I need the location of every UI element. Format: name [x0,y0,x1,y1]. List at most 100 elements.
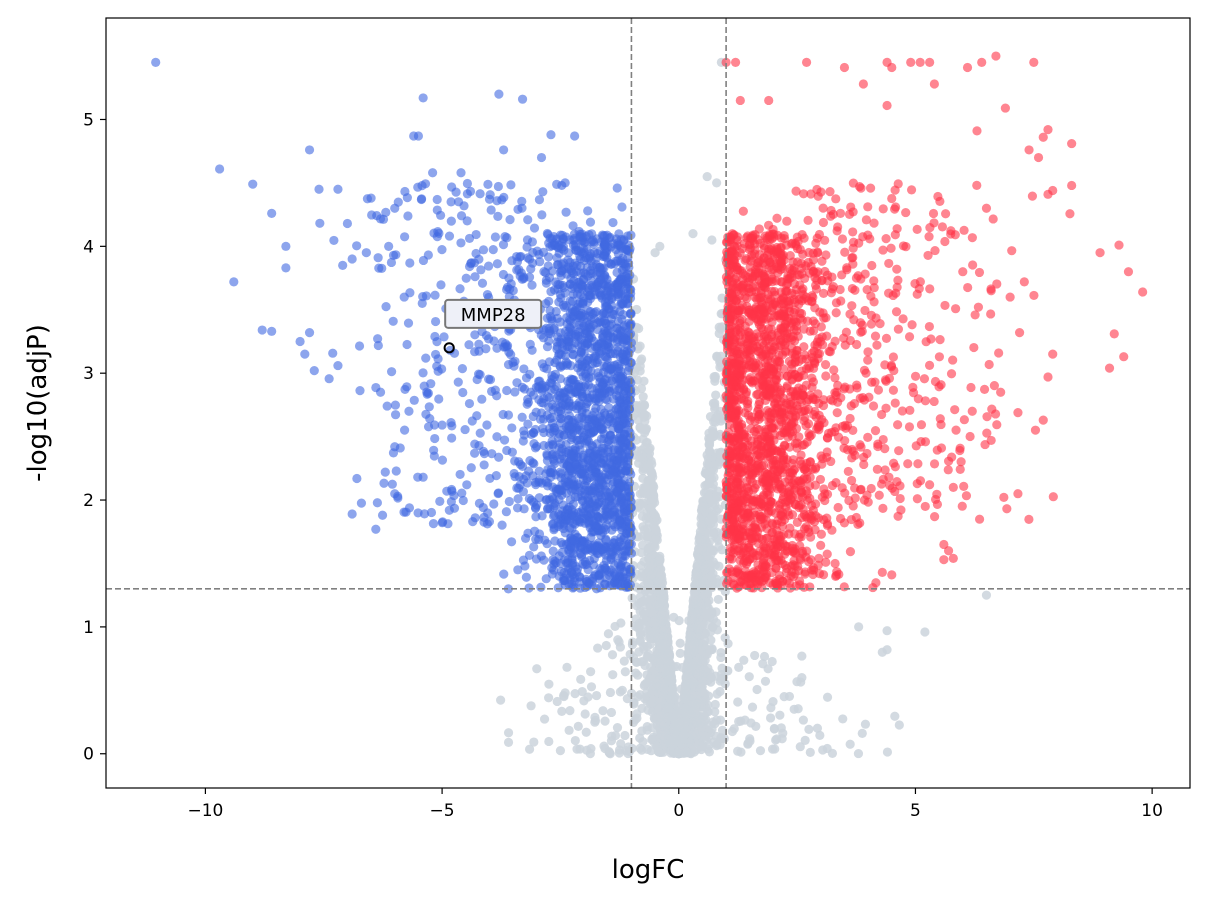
point-ns [710,699,720,710]
point-ns [713,594,723,605]
point-down [604,364,614,374]
point-down [612,580,622,590]
point-down [565,495,576,505]
point-down [494,89,504,99]
point-ns [767,656,777,667]
point-down [458,495,468,506]
point-down [386,367,397,377]
point-down [388,250,399,260]
point-down [574,379,584,390]
point-down [354,341,365,351]
point-down [475,428,485,438]
point-down [623,276,633,286]
point-ns [572,744,582,754]
point-ns [552,696,562,707]
point-down [485,473,495,484]
point-down [423,388,434,398]
point-down [371,524,381,534]
point-down [477,278,488,288]
point-down [417,298,427,308]
point-down [574,226,584,237]
point-down [494,452,504,462]
point-ns [532,664,542,674]
point-down [510,387,520,397]
point-ns [647,734,657,745]
point-down [423,422,434,432]
point-ns [766,703,776,713]
point-down [547,399,557,410]
point-down [534,534,544,545]
point-down [455,284,465,294]
point-down [492,432,502,442]
point-ns [647,486,658,496]
point-ns [894,720,904,730]
point-ns [769,724,780,734]
point-down [470,513,480,523]
point-down [554,443,564,453]
point-ns [776,723,786,733]
point-ns [755,746,766,756]
point-down [400,232,410,242]
point-down [537,210,547,220]
point-ns [641,481,651,492]
point-ns [707,512,717,522]
point-down [548,519,559,529]
point-down [435,496,445,506]
point-down [498,240,509,250]
point-down [557,547,567,557]
point-down [419,381,429,391]
point-down [575,548,585,559]
point-ns [635,635,645,645]
point-ns [666,684,677,695]
point-ns [700,731,710,741]
point-ns [577,686,587,697]
point-down [577,428,588,438]
point-ns [654,711,664,721]
point-down [614,424,624,434]
point-ns [765,713,776,723]
point-ns [576,674,586,684]
point-down [492,259,503,269]
point-down [498,269,509,280]
point-down [608,333,619,343]
point-down [481,344,491,354]
point-down [543,261,553,271]
point-down [524,583,534,593]
point-ns [767,744,778,754]
point-ns [704,446,715,456]
point-down [457,364,468,374]
point-down [617,202,627,212]
point-down [403,318,414,328]
point-ns [684,615,694,626]
point-down [610,416,621,426]
point-ns [653,747,664,757]
point-down [267,326,277,336]
point-down [436,210,446,220]
point-down [596,425,607,435]
point-down [501,284,512,295]
point-down [616,366,626,376]
point-down [372,498,382,508]
point-ns [715,686,725,697]
point-down [461,273,471,283]
point-ns [678,732,688,743]
point-ns [689,647,699,657]
point-down [446,197,456,207]
point-down [584,448,594,458]
point-ns [650,625,660,636]
point-ns [697,583,707,593]
point-down [151,57,161,67]
point-down [401,507,411,517]
point-ns [663,703,673,713]
point-ns [637,400,647,410]
point-ns [638,531,648,541]
point-down [531,407,541,417]
point-ns [717,293,727,303]
point-down [569,535,579,545]
point-down [436,280,446,290]
point-down [526,264,536,274]
point-down [589,320,599,330]
point-down [626,308,636,318]
point-down [618,335,629,345]
point-down [403,211,413,221]
